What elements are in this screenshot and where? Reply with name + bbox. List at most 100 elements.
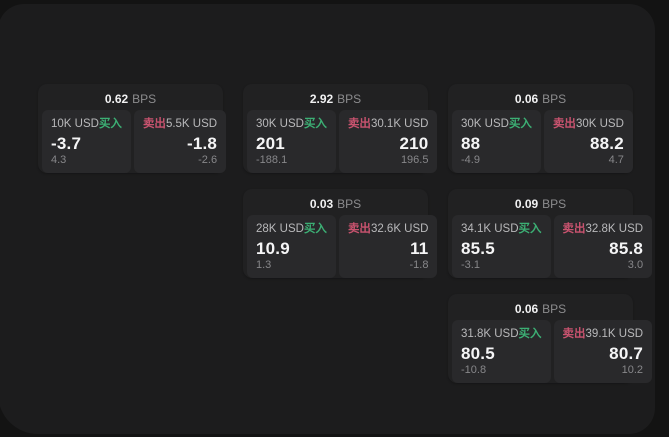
buy-notional: 34.1K USD (461, 223, 519, 235)
bps-unit-label: BPS (542, 197, 567, 211)
quote-panes: 31.8K USD 买入 80.5 -10.8 卖出 39.1K USD 80.… (452, 320, 653, 383)
buy-quote-panel[interactable]: 30K USD 买入 201 -188.1 (247, 110, 336, 173)
buy-notional: 31.8K USD (461, 328, 519, 340)
buy-side-label: 买入 (98, 118, 122, 130)
sell-side-label: 卖出 (562, 223, 586, 235)
quote-card: 2.92 BPS 30K USD 买入 201 -188.1 卖出 30.1K … (243, 84, 438, 173)
quote-panes: 34.1K USD 买入 85.5 -3.1 卖出 32.8K USD 85.8… (452, 215, 653, 278)
sell-price: 11 (410, 239, 429, 258)
bps-value: 0.06 (514, 92, 539, 106)
bps-unit-label: BPS (132, 92, 157, 106)
sell-panel-header: 卖出 5.5K USD (143, 117, 217, 131)
buy-side-label: 买入 (518, 223, 542, 235)
sell-price: -1.8 (186, 134, 218, 153)
buy-quote-panel[interactable]: 31.8K USD 买入 80.5 -10.8 (452, 320, 551, 383)
sell-quote-panel[interactable]: 卖出 30.1K USD 210 196.5 (338, 110, 438, 173)
sell-price: 210 (399, 134, 429, 153)
buy-price: 85.5 (461, 239, 495, 258)
sell-side-label: 卖出 (347, 118, 371, 130)
sell-price: 88.2 (589, 134, 624, 153)
sell-quote-panel[interactable]: 卖出 39.1K USD 80.7 10.2 (553, 320, 653, 383)
sell-change: -2.6 (198, 154, 218, 166)
card-header: 0.06 BPS (452, 90, 629, 108)
quote-card: 0.62 BPS 10K USD 买入 -3.7 4.3 卖出 5.5K USD (38, 84, 227, 173)
bps-unit-label: BPS (337, 92, 362, 106)
quote-card: 0.06 BPS 31.8K USD 买入 80.5 -10.8 卖出 39.1… (448, 294, 653, 383)
buy-notional: 30K USD (461, 118, 509, 130)
sell-change: -1.8 (409, 259, 429, 271)
sell-change: 3.0 (627, 259, 644, 271)
sell-change: 10.2 (621, 364, 644, 376)
buy-notional: 28K USD (256, 223, 304, 235)
buy-panel-header: 30K USD 买入 (256, 117, 327, 131)
sell-notional: 30K USD (575, 118, 624, 130)
sell-change: 4.7 (608, 154, 624, 166)
sell-panel-header: 卖出 32.6K USD (348, 222, 429, 236)
buy-price: 88 (461, 134, 481, 153)
buy-price: 80.5 (461, 344, 495, 363)
bps-value: 2.92 (309, 92, 334, 106)
buy-quote-panel[interactable]: 34.1K USD 买入 85.5 -3.1 (452, 215, 551, 278)
sell-price: 85.8 (609, 239, 644, 258)
card-header: 0.62 BPS (42, 90, 219, 108)
quote-card: 0.03 BPS 28K USD 买入 10.9 1.3 卖出 32.6K US… (243, 189, 438, 278)
sell-notional: 30.1K USD (370, 118, 429, 130)
sell-notional: 39.1K USD (585, 328, 644, 340)
quote-card: 0.09 BPS 34.1K USD 买入 85.5 -3.1 卖出 32.8K… (448, 189, 653, 278)
buy-panel-header: 31.8K USD 买入 (461, 327, 542, 341)
buy-change: -3.1 (461, 259, 480, 271)
bps-value: 0.06 (514, 302, 539, 316)
buy-panel-header: 34.1K USD 买入 (461, 222, 542, 236)
buy-price: -3.7 (51, 134, 82, 153)
sell-panel-header: 卖出 39.1K USD (563, 327, 644, 341)
quote-panes: 28K USD 买入 10.9 1.3 卖出 32.6K USD 11 -1.8 (247, 215, 438, 278)
sell-quote-panel[interactable]: 卖出 30K USD 88.2 4.7 (543, 110, 633, 173)
bps-unit-label: BPS (542, 302, 567, 316)
card-header: 2.92 BPS (247, 90, 424, 108)
buy-panel-header: 28K USD 买入 (256, 222, 327, 236)
buy-price: 201 (256, 134, 285, 153)
sell-panel-header: 卖出 30K USD (553, 117, 624, 131)
buy-side-label: 买入 (518, 328, 542, 340)
sell-side-label: 卖出 (347, 223, 371, 235)
sell-notional: 32.6K USD (370, 223, 429, 235)
bps-value: 0.62 (104, 92, 129, 106)
quote-panes: 30K USD 买入 201 -188.1 卖出 30.1K USD 210 1… (247, 110, 438, 173)
card-header: 0.06 BPS (452, 300, 629, 318)
sell-quote-panel[interactable]: 卖出 32.6K USD 11 -1.8 (338, 215, 438, 278)
bps-value: 0.03 (309, 197, 334, 211)
sell-side-label: 卖出 (562, 328, 586, 340)
bps-unit-label: BPS (542, 92, 567, 106)
sell-side-label: 卖出 (552, 118, 576, 130)
sell-notional: 32.8K USD (585, 223, 644, 235)
buy-notional: 30K USD (256, 118, 304, 130)
sell-side-label: 卖出 (142, 118, 166, 130)
bps-unit-label: BPS (337, 197, 362, 211)
sell-change: 196.5 (400, 154, 429, 166)
buy-side-label: 买入 (303, 223, 327, 235)
buy-panel-header: 30K USD 买入 (461, 117, 532, 131)
buy-panel-header: 10K USD 买入 (51, 117, 122, 131)
sell-notional: 5.5K USD (165, 118, 218, 130)
buy-side-label: 买入 (303, 118, 327, 130)
sell-price: 80.7 (609, 344, 644, 363)
buy-change: -188.1 (256, 154, 288, 166)
buy-change: -10.8 (461, 364, 487, 376)
buy-side-label: 买入 (508, 118, 532, 130)
sell-panel-header: 卖出 30.1K USD (348, 117, 429, 131)
buy-change: 4.3 (51, 154, 67, 166)
quotes-grid: 0.62 BPS 10K USD 买入 -3.7 4.3 卖出 5.5K USD (38, 84, 653, 383)
sell-quote-panel[interactable]: 卖出 5.5K USD -1.8 -2.6 (133, 110, 227, 173)
buy-price: 10.9 (256, 239, 290, 258)
card-header: 0.09 BPS (452, 195, 629, 213)
bps-value: 0.09 (514, 197, 539, 211)
buy-change: 1.3 (256, 259, 272, 271)
buy-quote-panel[interactable]: 28K USD 买入 10.9 1.3 (247, 215, 336, 278)
buy-quote-panel[interactable]: 10K USD 买入 -3.7 4.3 (42, 110, 131, 173)
quote-panes: 10K USD 买入 -3.7 4.3 卖出 5.5K USD -1.8 -2.… (42, 110, 227, 173)
quote-panes: 30K USD 买入 88 -4.9 卖出 30K USD 88.2 4.7 (452, 110, 633, 173)
buy-quote-panel[interactable]: 30K USD 买入 88 -4.9 (452, 110, 541, 173)
buy-change: -4.9 (461, 154, 480, 166)
sell-quote-panel[interactable]: 卖出 32.8K USD 85.8 3.0 (553, 215, 653, 278)
sell-panel-header: 卖出 32.8K USD (563, 222, 644, 236)
